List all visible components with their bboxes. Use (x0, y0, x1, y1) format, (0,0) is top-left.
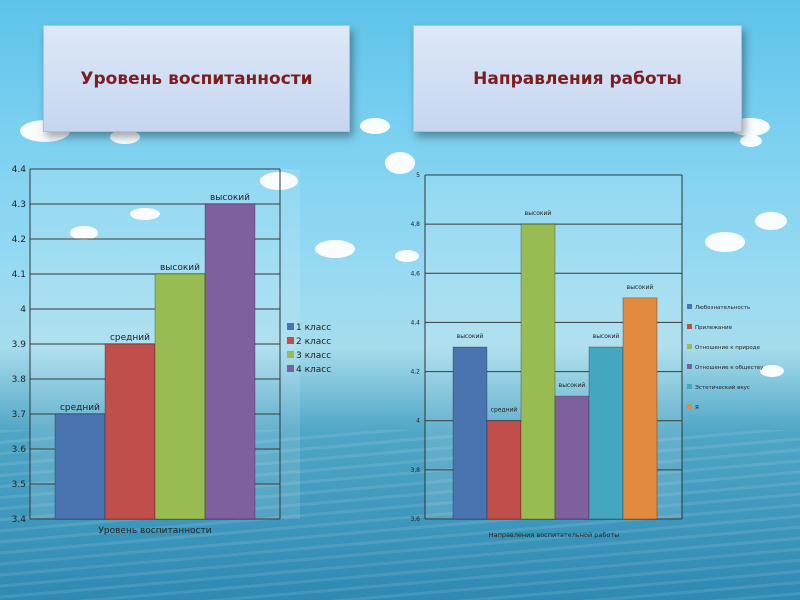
chart-right-legend-swatch (687, 344, 692, 349)
left-title-box: Уровень воспитанности (43, 25, 350, 132)
right-title: Направления работы (473, 68, 682, 89)
chart-right-y-tick-label: 4,8 (410, 221, 420, 228)
chart-left-x-axis-label: Уровень воспитанности (98, 526, 211, 536)
chart-right-legend-label: Любознательность (695, 305, 750, 311)
chart-right-y-tick-label: 5 (416, 172, 420, 179)
chart-left-legend-label: 3 класс (296, 351, 331, 361)
chart-right-data-label: высокий (559, 382, 586, 389)
chart-right-data-label: высокий (457, 333, 484, 340)
chart-right-legend-swatch (687, 384, 692, 389)
chart-left-y-tick-label: 3.8 (12, 375, 27, 385)
chart-right-y-tick-label: 3,8 (410, 467, 420, 474)
chart-right-legend-label: Я (695, 405, 699, 411)
chart-right-legend-swatch (687, 364, 692, 369)
chart-left-data-label: средний (60, 403, 100, 413)
chart-left-y-tick-label: 3.6 (12, 445, 27, 455)
chart-left-y-tick-label: 3.5 (12, 480, 26, 490)
chart-left-y-tick-label: 3.7 (12, 410, 26, 420)
chart-right-legend-swatch (687, 324, 692, 329)
chart-right-bar (554, 395, 590, 520)
right-title-box: Направления работы (413, 25, 742, 132)
chart-left-y-tick-label: 4.4 (12, 165, 27, 175)
chart-right-legend-label: Отношение к природе (695, 345, 761, 351)
chart-left-bar (104, 343, 156, 520)
chart-left-y-tick-label: 4.1 (12, 270, 26, 280)
chart-left-legend-label: 1 класс (296, 323, 331, 333)
chart-right-legend-swatch (687, 404, 692, 409)
chart-right-legend-label: Прилежание (695, 325, 733, 331)
chart-left-y-tick-label: 4.2 (12, 235, 26, 245)
chart-left-y-tick-label: 3.9 (12, 340, 27, 350)
chart-right-legend-label: Эстетический вкус (695, 384, 750, 391)
chart-left-legend-swatch (287, 337, 294, 344)
chart-right-legend-swatch (687, 304, 692, 309)
left-title: Уровень воспитанности (80, 68, 313, 89)
chart-right-y-tick-label: 4 (416, 418, 420, 425)
chart-right: 3,6 3,8 4 4,2 4,4 4,6 4,8 5 высокий средний высоки… (410, 172, 764, 539)
chart-right-data-label: высокий (627, 284, 654, 291)
chart-left-legend-swatch (287, 323, 294, 330)
chart-right-bar (452, 346, 488, 520)
chart-right-y-tick-label: 4,4 (410, 319, 420, 326)
chart-left-bar (54, 413, 106, 520)
chart-right-legend-label: Отношение к обществу (695, 365, 764, 371)
chart-left-data-label: высокий (160, 263, 200, 273)
chart-left-bar (154, 273, 206, 520)
chart-left-legend-swatch (287, 351, 294, 358)
chart-left-legend-label: 2 класс (296, 337, 331, 347)
chart-left-data-label: высокий (210, 193, 250, 203)
chart-left: 3.4 3.5 3.6 3.7 3.8 3.9 4 4.1 4.2 4.3 4.4 средний ср… (12, 165, 332, 536)
chart-right-y-tick-label: 3,6 (410, 516, 420, 523)
chart-left-data-label: средний (110, 333, 150, 343)
chart-left-y-tick-label: 4 (20, 305, 26, 315)
chart-right-y-tick-label: 4,6 (410, 270, 420, 277)
chart-right-x-axis-label: Направления воспитательной работы (489, 531, 620, 539)
chart-right-bar (622, 297, 658, 520)
chart-left-legend-swatch (287, 365, 294, 372)
chart-left-bar (204, 203, 256, 520)
chart-right-bar (588, 346, 624, 520)
chart-right-bar (486, 420, 522, 520)
chart-right-bar (520, 223, 556, 520)
chart-left-y-tick-label: 3.4 (12, 515, 27, 525)
chart-right-data-label: высокий (593, 333, 620, 340)
chart-right-data-label: средний (491, 407, 518, 414)
chart-left-legend-label: 4 класс (296, 365, 331, 375)
chart-right-y-tick-label: 4,2 (410, 369, 420, 376)
chart-left-y-tick-label: 4.3 (12, 200, 26, 210)
chart-right-data-label: высокий (525, 210, 552, 217)
